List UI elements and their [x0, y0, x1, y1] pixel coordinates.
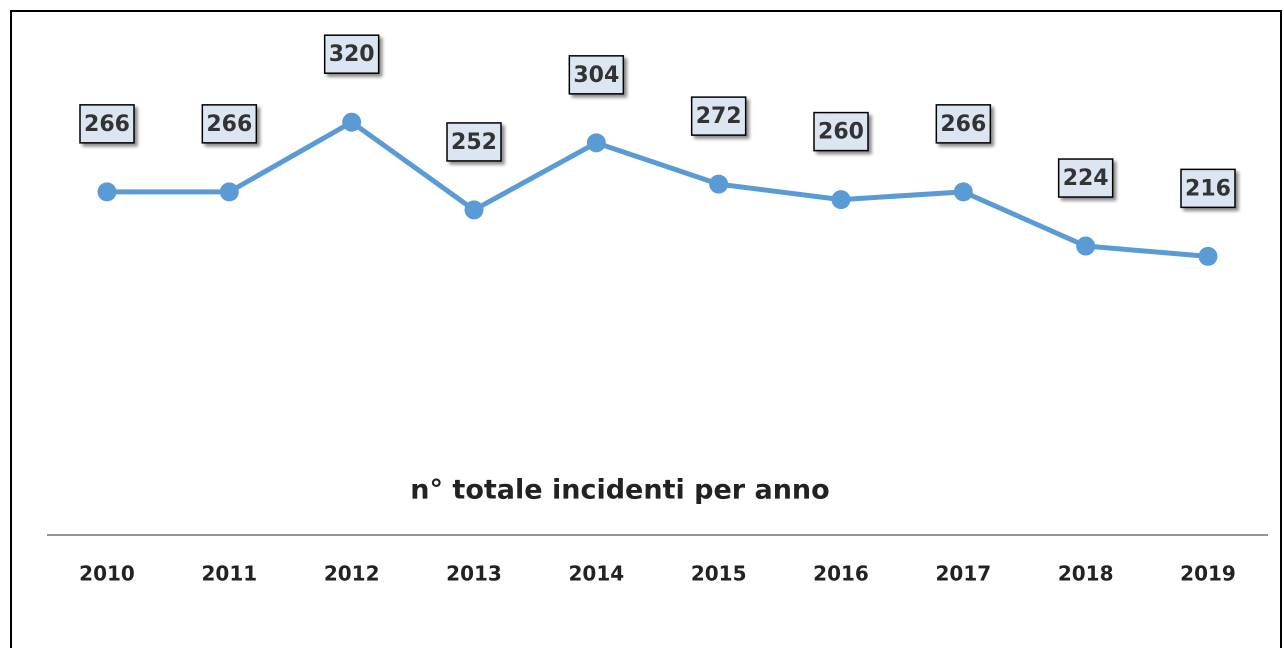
- data-label: 266: [206, 112, 252, 137]
- data-label-box: [690, 96, 747, 136]
- x-tick-label: 2016: [813, 562, 869, 586]
- marker: [464, 200, 484, 220]
- data-label: 272: [696, 104, 742, 129]
- x-tick-label: 2010: [79, 562, 135, 586]
- data-label-box: [813, 111, 869, 152]
- data-label-box: [201, 104, 258, 144]
- marker: [1198, 246, 1218, 266]
- x-tick-label: 2018: [1058, 562, 1114, 586]
- data-label-box: [568, 55, 625, 95]
- x-tick-label: 2017: [935, 562, 991, 586]
- marker: [586, 133, 606, 153]
- marker: [219, 182, 239, 202]
- data-label: 216: [1185, 176, 1231, 201]
- data-label-box: [446, 122, 502, 162]
- marker: [1076, 236, 1096, 256]
- x-tick-label: 2012: [324, 562, 380, 586]
- data-label: 260: [818, 120, 864, 145]
- chart-title: n° totale incidenti per anno: [410, 475, 829, 506]
- marker: [709, 174, 729, 194]
- data-label: 224: [1063, 166, 1109, 191]
- marker: [831, 190, 851, 210]
- x-tick-label: 2011: [201, 562, 257, 586]
- line: [107, 119, 1209, 259]
- x-tick-label: 2014: [568, 562, 624, 586]
- data-label-box: [1180, 168, 1236, 209]
- data-label: 304: [573, 63, 619, 88]
- x-tick-label: 2013: [446, 562, 502, 586]
- frame: [10, 10, 1282, 648]
- data-label: 320: [329, 42, 375, 67]
- marker: [97, 182, 117, 202]
- data-label-box: [935, 104, 992, 144]
- data-label: 266: [940, 112, 986, 137]
- x-tick-label: 2019: [1180, 562, 1236, 586]
- data-label: 266: [84, 112, 130, 137]
- marker: [342, 112, 362, 132]
- data-label-box: [79, 104, 135, 144]
- data-label-box: [323, 34, 380, 74]
- x-tick-label: 2015: [691, 562, 747, 586]
- data-label-box: [1057, 158, 1114, 198]
- marker: [953, 182, 973, 202]
- data-label: 252: [451, 130, 497, 155]
